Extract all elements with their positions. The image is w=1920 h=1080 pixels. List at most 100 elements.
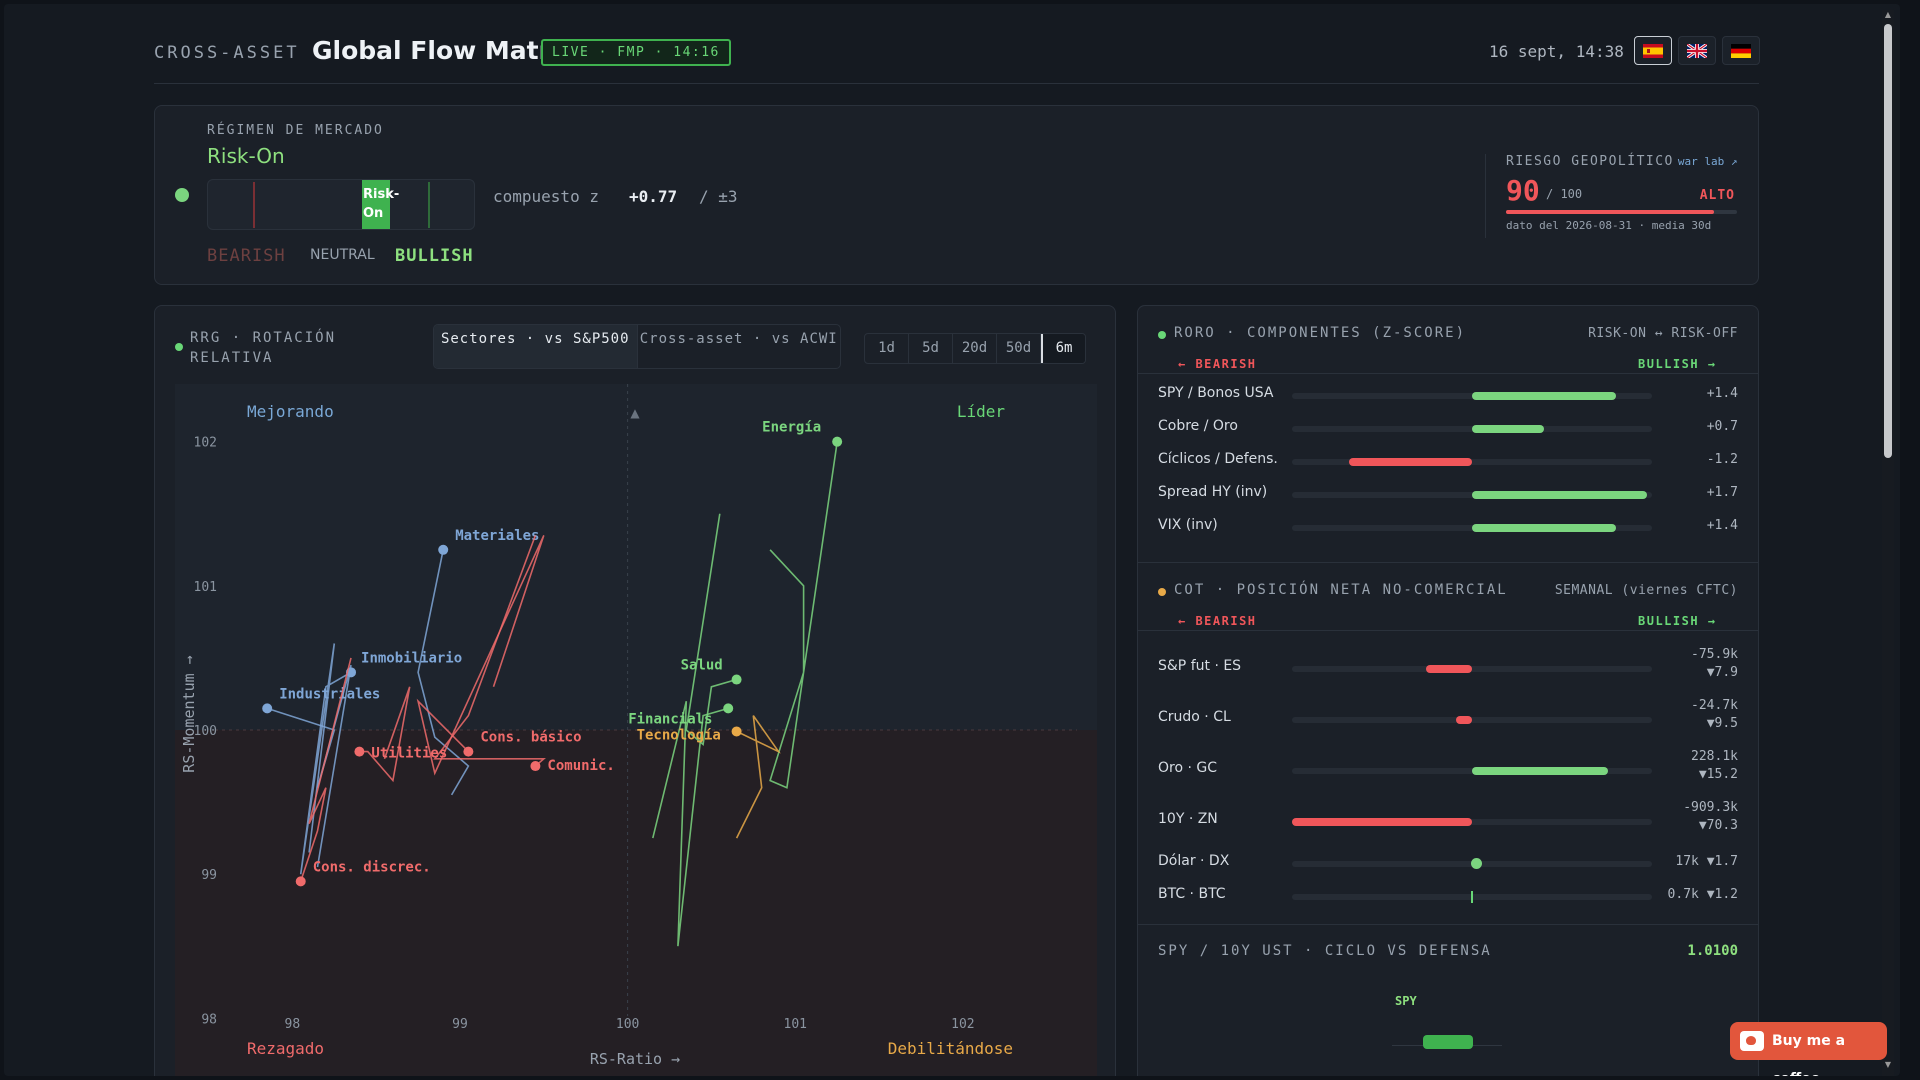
series-head-point[interactable] [295,876,306,887]
cot-row-label: 10Y · ZN [1158,811,1218,827]
series-tail-line [416,535,545,776]
y-tick-label: 101 [194,580,217,595]
geo-max: / 100 [1546,187,1583,201]
cot-row-value: 228.1k ▼15.2 [1691,748,1738,784]
cot-row-track [1292,767,1652,775]
timeframe-50d[interactable]: 50d [997,334,1041,363]
cot-row-value: -75.9k ▼7.9 [1691,646,1738,682]
cot-bearish-header: ← BEARISH [1178,614,1257,628]
cot-row-track [1292,665,1652,673]
roro-row-label: VIX (inv) [1158,517,1218,533]
roro-row-value: +0.7 [1706,419,1738,434]
spy-cycle-value: 1.0100 [1687,943,1738,959]
series-financials[interactable]: Financials [628,701,734,947]
roro-row-track [1292,458,1652,466]
composite-label: compuesto z [493,187,599,206]
cot-bullish-header: BULLISH → [1638,614,1717,628]
series-comunic[interactable]: Comunic. [433,535,615,774]
series-label: Financials [628,711,712,727]
cot-row-label: Oro · GC [1158,760,1218,776]
x-tick-label: 98 [285,1017,301,1032]
series-cons-basico[interactable]: Cons. básico [416,535,582,776]
scroll-down-icon[interactable]: ▼ [1884,1060,1892,1069]
lang-en-button[interactable] [1678,36,1716,65]
timeframe-6m[interactable]: 6m [1041,334,1085,363]
series-head-point[interactable] [530,761,541,772]
series-head-point[interactable] [262,703,273,714]
tab-sectors[interactable]: Sectores · vs S&P500 [434,325,638,368]
x-axis-label: RS-Ratio → [590,1050,680,1068]
series-tail-line [652,701,729,947]
roro-status-dot [1158,331,1166,339]
coffee-label: Buy me a coffee [1772,1033,1846,1076]
y-axis-label: RS-Momentum → [180,655,198,772]
cot-row-fill [1472,767,1608,775]
rrg-chart: 98 99 100 101 102 98 99 100 101 102 Mejorando Líder… [175,384,1097,1076]
cot-row-change: ▼1.7 [1706,854,1738,869]
series-label: Materiales [455,528,539,544]
series-head-point[interactable] [731,674,742,685]
series-utilities[interactable]: Utilities [354,686,447,783]
app-frame: CROSS-ASSET Global Flow Matrix LIVE · FM… [4,4,1900,1076]
coffee-cup-icon [1740,1031,1764,1051]
scroll-up-icon[interactable]: ▲ [1884,10,1892,19]
lang-es-button[interactable] [1634,36,1672,65]
roro-title: RORO · COMPONENTES (Z-SCORE) [1174,325,1467,341]
x-tick-label: 101 [784,1017,807,1032]
cot-row-fill [1456,716,1472,724]
series-salud[interactable]: Salud [681,513,742,746]
live-badge: LIVE · FMP · 14:16 [541,39,731,66]
series-cons-discrec[interactable]: Cons. discrec. [295,657,431,887]
cot-top-divider [1138,562,1758,563]
series-label: Comunic. [547,758,614,774]
brand: CROSS-ASSET [154,43,300,63]
geo-bar [1506,210,1737,214]
composite-value: +0.77 [629,187,678,206]
lower-half-shade [175,730,1097,1076]
spy-cycle-bar [1423,1035,1473,1049]
roro-row-track [1292,392,1652,400]
cot-row-net: 228.1k [1691,749,1738,764]
geo-level: ALTO [1699,188,1735,203]
roro-row-label: Cobre / Oro [1158,418,1238,434]
rrg-panel: RRG · ROTACIÓN RELATIVA Sectores · vs S&… [154,305,1116,1076]
rrg-universe-tabs: Sectores · vs S&P500 Cross-asset · vs AC… [433,324,841,369]
x-tick-label: 99 [452,1017,468,1032]
gauge-bear-tick [253,182,255,228]
cot-subtitle: SEMANAL (viernes CFTC) [1554,583,1738,598]
series-label: Utilities [371,746,447,762]
timeframe-20d[interactable]: 20d [953,334,997,363]
series-materiales[interactable]: Materiales [417,528,540,796]
series-head-point[interactable] [832,436,843,447]
series-head-point[interactable] [731,726,742,737]
cot-row-net: -75.9k [1691,647,1738,662]
gauge-marker: Risk-On [362,180,399,229]
series-energia[interactable]: Energía [762,420,843,789]
war-lab-link[interactable]: war lab ↗ [1677,155,1738,168]
tab-cross-asset[interactable]: Cross-asset · vs ACWI [639,331,838,347]
regime-status-dot [175,188,189,202]
cot-row-value: -909.3k ▼70.3 [1683,799,1738,835]
regime-value: Risk-On [207,144,285,168]
timeframe-1d[interactable]: 1d [865,334,909,363]
series-tail-line [299,657,352,882]
series-head-point[interactable] [438,544,449,555]
series-head-point[interactable] [723,703,734,714]
series-tail-line [685,513,737,746]
roro-divider [1138,373,1758,374]
cot-row-track [1292,716,1652,724]
scrollbar-thumb[interactable] [1884,24,1892,458]
buy-me-a-coffee-button[interactable]: Buy me a coffee [1730,1022,1887,1076]
cot-row-change: ▼15.2 [1698,767,1738,782]
series-head-point[interactable] [354,746,365,757]
flag-spain-icon [1643,43,1663,58]
roro-row-value: -1.2 [1706,452,1738,467]
series-tail-line [299,643,352,875]
timeframe-5d[interactable]: 5d [909,334,953,363]
regime-bearish-label: BEARISH [207,246,286,266]
lang-de-button[interactable] [1722,36,1760,65]
series-head-point[interactable] [463,746,474,757]
series-tecnologia[interactable]: Tecnología [637,715,781,839]
cot-row-change: ▼7.9 [1706,665,1738,680]
roro-row-fill [1472,491,1647,499]
